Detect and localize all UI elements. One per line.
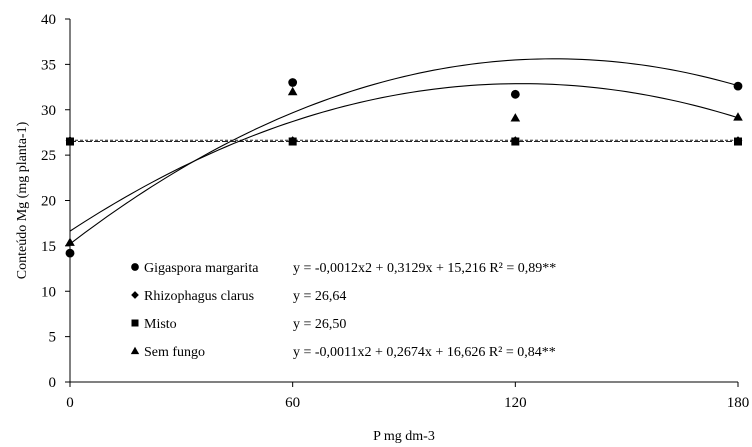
legend-marker-0 <box>131 263 139 271</box>
data-point-2-2 <box>511 137 520 146</box>
x-tick-label: 120 <box>504 395 527 411</box>
legend-equation-1: y = 26,64 <box>293 289 346 304</box>
data-point-0-3 <box>733 81 743 91</box>
legend-label-1: Rhizophagus clarus <box>144 289 254 304</box>
data-point-2-3 <box>734 137 742 146</box>
y-tick-label: 40 <box>41 12 56 28</box>
y-tick-label: 10 <box>41 284 56 300</box>
legend-equation-0: y = -0,0012x2 + 0,3129x + 15,216 R² = 0,… <box>293 261 556 276</box>
fit-curve-0 <box>69 58 739 245</box>
data-point-2-1 <box>288 137 297 146</box>
x-tick-label: 60 <box>285 395 300 411</box>
legend-marker-1 <box>131 291 139 299</box>
data-point-0-2 <box>510 89 520 99</box>
y-tick-label: 20 <box>41 194 56 210</box>
y-tick-label: 25 <box>41 148 56 164</box>
data-point-3-2 <box>510 113 521 122</box>
fit-lines <box>69 58 739 245</box>
data-point-0-0 <box>65 248 75 258</box>
legend-equation-3: y = -0,0011x2 + 0,2674x + 16,626 R² = 0,… <box>293 345 556 360</box>
x-tick-label: 180 <box>727 395 750 411</box>
legend-label-2: Misto <box>144 317 177 332</box>
x-axis: 0 60 120 180 <box>66 381 750 411</box>
data-point-2-0 <box>66 137 74 146</box>
data-point-3-1 <box>287 86 298 96</box>
legend-marker-2 <box>131 319 139 327</box>
legend-label-3: Sem fungo <box>144 345 205 360</box>
y-tick-label: 35 <box>41 57 56 73</box>
x-tick-label: 0 <box>66 395 74 411</box>
legend-marker-3 <box>130 346 140 355</box>
legend-equation-2: y = 26,50 <box>293 317 346 332</box>
y-tick-label: 30 <box>41 103 56 119</box>
data-point-0-1 <box>288 78 298 87</box>
fit-curve-3 <box>69 83 739 232</box>
legend-label-0: Gigaspora margarita <box>144 261 259 276</box>
y-tick-label: 0 <box>49 375 57 391</box>
data-points <box>65 78 743 258</box>
y-axis: 0 5 10 15 20 25 30 35 40 <box>41 12 71 391</box>
data-point-3-3 <box>733 112 743 121</box>
y-axis-title: Conteúdo Mg (mg planta-1) <box>15 121 30 279</box>
data-point-3-0 <box>65 237 75 246</box>
y-tick-label: 5 <box>49 330 57 346</box>
x-axis-title: P mg dm-3 <box>373 429 435 444</box>
y-tick-label: 15 <box>41 239 56 255</box>
legend: Gigaspora margarita y = -0,0012x2 + 0,312… <box>130 261 556 360</box>
